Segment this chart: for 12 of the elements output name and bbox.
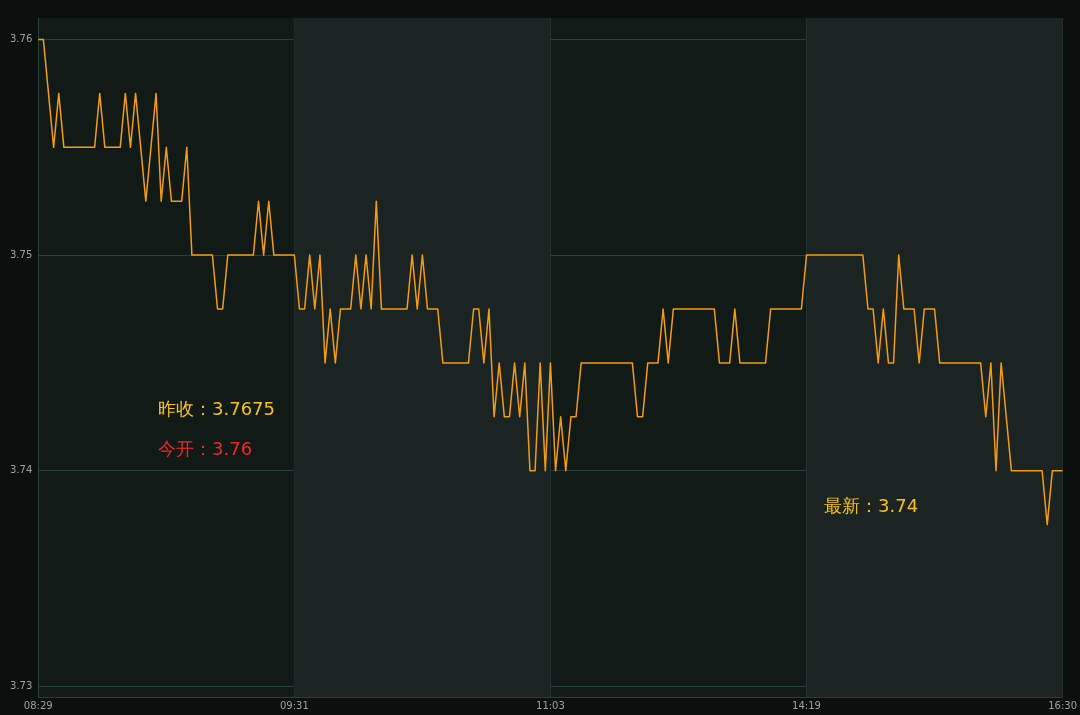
y-tick-label: 3.75	[10, 248, 33, 260]
annotation: 最新：3.74	[824, 494, 919, 516]
y-tick-label: 3.76	[10, 33, 33, 45]
annotation: 今开：3.76	[158, 437, 253, 459]
x-tick-label: 09:31	[279, 699, 309, 711]
x-tick-label: 16:30	[1048, 699, 1077, 711]
x-tick-label: 14:19	[792, 699, 821, 711]
y-tick-label: 3.73	[10, 679, 33, 691]
annotation: 昨收：3.7675	[158, 397, 275, 419]
x-tick-label: 11:03	[536, 699, 565, 711]
x-tick-label: 08:29	[23, 699, 53, 711]
y-tick-label: 3.74	[10, 464, 33, 476]
